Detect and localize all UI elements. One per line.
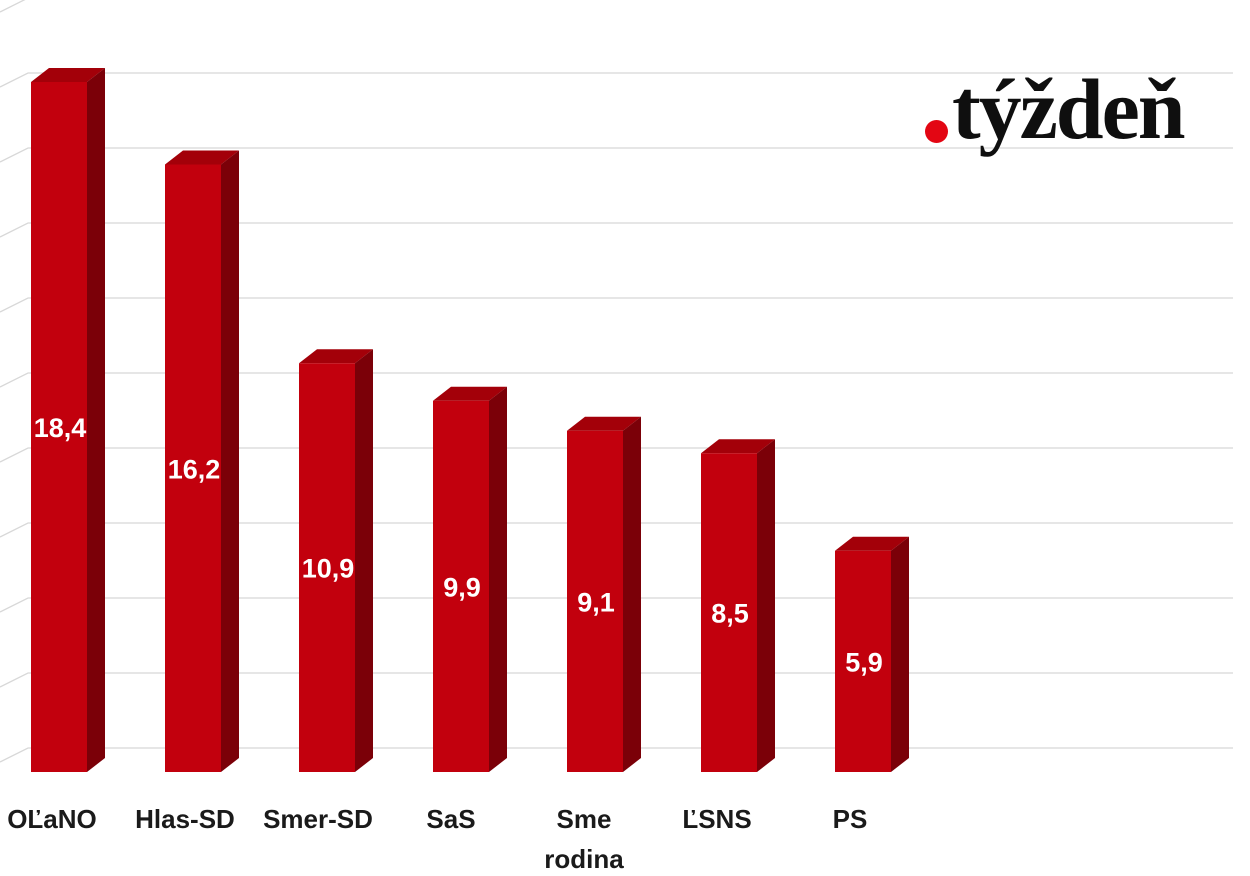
- gridline: [0, 0, 26, 13]
- bar-value-label: 5,9: [845, 647, 883, 677]
- logo-dot-icon: [925, 120, 948, 143]
- gridline: [0, 297, 1233, 313]
- gridline: [0, 597, 1233, 613]
- gridline: [0, 222, 1233, 238]
- bar-value-label: 8,5: [711, 599, 749, 629]
- bar-side-face: [221, 150, 239, 772]
- bar-side-face: [489, 386, 507, 772]
- category-label: OĽaNO: [7, 804, 97, 834]
- bar-value-label: 9,1: [577, 587, 615, 617]
- bar: [433, 400, 489, 772]
- bar-top-face: [701, 439, 775, 454]
- category-label: ĽSNS: [682, 804, 751, 834]
- bar-side-face: [891, 536, 909, 772]
- bar: [567, 430, 623, 772]
- bar-side-face: [355, 349, 373, 772]
- bar-top-face: [299, 349, 373, 364]
- bar-value-label: 18,4: [34, 413, 87, 443]
- bar-top-face: [433, 386, 507, 401]
- logo-text: týždeň: [952, 61, 1186, 157]
- bar-side-face: [623, 416, 641, 772]
- gridline: [0, 672, 1233, 688]
- bar-top-face: [567, 416, 641, 431]
- category-label: Sme rodina: [544, 804, 624, 874]
- bar: [701, 453, 757, 772]
- gridline: [0, 372, 1233, 388]
- gridline: [0, 522, 1233, 538]
- bar: [299, 363, 355, 772]
- gridline: [0, 747, 1233, 763]
- category-label: PS: [833, 804, 868, 834]
- category-label: Hlas-SD: [135, 804, 235, 834]
- bar-value-label: 16,2: [168, 454, 221, 484]
- bar-side-face: [757, 439, 775, 772]
- gridline: [0, 447, 1233, 463]
- gridline: [0, 147, 1233, 163]
- bar-top-face: [165, 150, 239, 165]
- bar: [165, 164, 221, 772]
- bar-side-face: [87, 68, 105, 772]
- bar-top-face: [835, 536, 909, 551]
- category-label: SaS: [426, 804, 475, 834]
- tyzden-logo: týždeň: [920, 66, 1210, 176]
- category-label: Smer-SD: [263, 804, 373, 834]
- bar-top-face: [31, 68, 105, 82]
- bar: [835, 550, 891, 772]
- bar-value-label: 9,9: [443, 572, 481, 602]
- bar: [31, 82, 87, 772]
- bar-value-label: 10,9: [302, 554, 355, 584]
- gridline: [0, 72, 1233, 88]
